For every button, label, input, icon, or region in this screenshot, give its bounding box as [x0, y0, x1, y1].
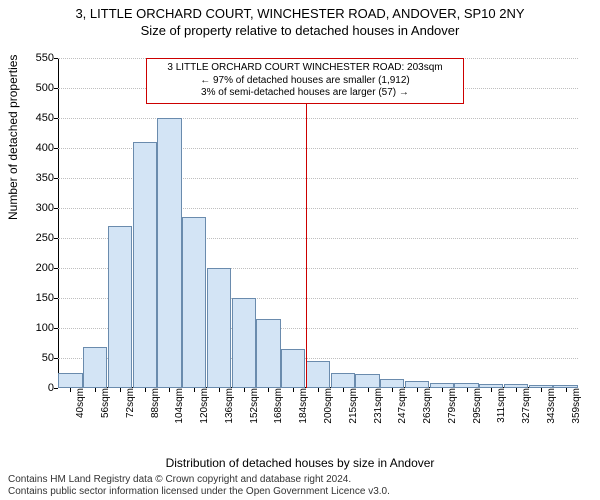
y-axis-line	[58, 58, 59, 388]
x-tick-label: 56sqm	[98, 388, 111, 418]
y-tick-label: 250	[36, 232, 58, 244]
histogram-bar	[108, 226, 132, 388]
page-title: 3, LITTLE ORCHARD COURT, WINCHESTER ROAD…	[0, 0, 600, 21]
x-tick	[566, 388, 567, 392]
histogram-bar	[405, 381, 429, 388]
x-tick	[318, 388, 319, 392]
y-tick-label: 100	[36, 322, 58, 334]
x-tick	[268, 388, 269, 392]
y-tick-label: 300	[36, 202, 58, 214]
histogram-bar	[83, 347, 107, 388]
x-tick-label: 247sqm	[395, 388, 408, 424]
x-tick-label: 343sqm	[544, 388, 557, 424]
x-tick	[541, 388, 542, 392]
histogram-bar	[380, 379, 404, 388]
x-tick-label: 279sqm	[445, 388, 458, 424]
x-tick	[120, 388, 121, 392]
y-tick-label: 50	[42, 352, 58, 364]
x-tick-label: 104sqm	[172, 388, 185, 424]
callout-line: 3 LITTLE ORCHARD COURT WINCHESTER ROAD: …	[153, 62, 456, 75]
x-tick	[491, 388, 492, 392]
histogram-bar	[256, 319, 280, 388]
x-tick	[392, 388, 393, 392]
x-tick-label: 295sqm	[470, 388, 483, 424]
x-tick	[516, 388, 517, 392]
histogram-bar	[182, 217, 206, 388]
x-tick	[417, 388, 418, 392]
x-tick	[343, 388, 344, 392]
x-tick	[194, 388, 195, 392]
histogram-bar	[306, 361, 330, 388]
plot-area: 05010015020025030035040045050055040sqm56…	[58, 58, 578, 388]
x-tick-label: 120sqm	[197, 388, 210, 424]
attribution-line: Contains public sector information licen…	[8, 486, 592, 498]
histogram-bar	[232, 298, 256, 388]
histogram-bar	[331, 373, 355, 388]
y-tick-label: 200	[36, 262, 58, 274]
y-tick-label: 550	[36, 52, 58, 64]
x-tick-label: 168sqm	[271, 388, 284, 424]
page-subtitle: Size of property relative to detached ho…	[0, 21, 600, 38]
histogram-bar	[157, 118, 181, 388]
x-tick-label: 136sqm	[222, 388, 235, 424]
x-tick-label: 184sqm	[296, 388, 309, 424]
x-tick	[293, 388, 294, 392]
marker-line	[306, 58, 307, 388]
x-tick	[95, 388, 96, 392]
y-tick-label: 400	[36, 142, 58, 154]
x-tick-label: 311sqm	[494, 388, 507, 423]
chart-container: 3, LITTLE ORCHARD COURT, WINCHESTER ROAD…	[0, 0, 600, 500]
histogram-bar	[355, 374, 379, 388]
y-axis-label: Number of detached properties	[6, 55, 20, 220]
x-tick	[169, 388, 170, 392]
x-tick-label: 327sqm	[519, 388, 532, 424]
callout-line: ← 97% of detached houses are smaller (1,…	[153, 75, 456, 88]
x-tick	[244, 388, 245, 392]
x-tick-label: 263sqm	[420, 388, 433, 424]
histogram-bar	[281, 349, 305, 388]
histogram-bar	[133, 142, 157, 388]
x-tick	[145, 388, 146, 392]
x-tick-label: 200sqm	[321, 388, 334, 424]
y-tick-label: 150	[36, 292, 58, 304]
attribution-line: Contains HM Land Registry data © Crown c…	[8, 474, 592, 486]
callout-line: 3% of semi-detached houses are larger (5…	[153, 87, 456, 100]
x-tick	[70, 388, 71, 392]
grid-line	[58, 118, 578, 119]
x-tick-label: 231sqm	[371, 388, 384, 424]
y-tick-label: 450	[36, 112, 58, 124]
x-tick	[442, 388, 443, 392]
y-tick-label: 350	[36, 172, 58, 184]
x-tick-label: 88sqm	[148, 388, 161, 418]
histogram-bar	[58, 373, 82, 388]
x-axis-label: Distribution of detached houses by size …	[0, 456, 600, 470]
x-tick-label: 359sqm	[569, 388, 582, 424]
y-tick-label: 500	[36, 82, 58, 94]
x-tick	[368, 388, 369, 392]
x-tick-label: 40sqm	[73, 388, 86, 418]
x-tick-label: 72sqm	[123, 388, 136, 418]
x-tick	[219, 388, 220, 392]
x-tick-label: 152sqm	[247, 388, 260, 424]
x-tick-label: 215sqm	[346, 388, 359, 424]
x-tick	[467, 388, 468, 392]
callout-box: 3 LITTLE ORCHARD COURT WINCHESTER ROAD: …	[146, 58, 463, 104]
histogram-bar	[207, 268, 231, 388]
y-tick-label: 0	[48, 382, 58, 394]
attribution: Contains HM Land Registry data © Crown c…	[8, 474, 592, 498]
